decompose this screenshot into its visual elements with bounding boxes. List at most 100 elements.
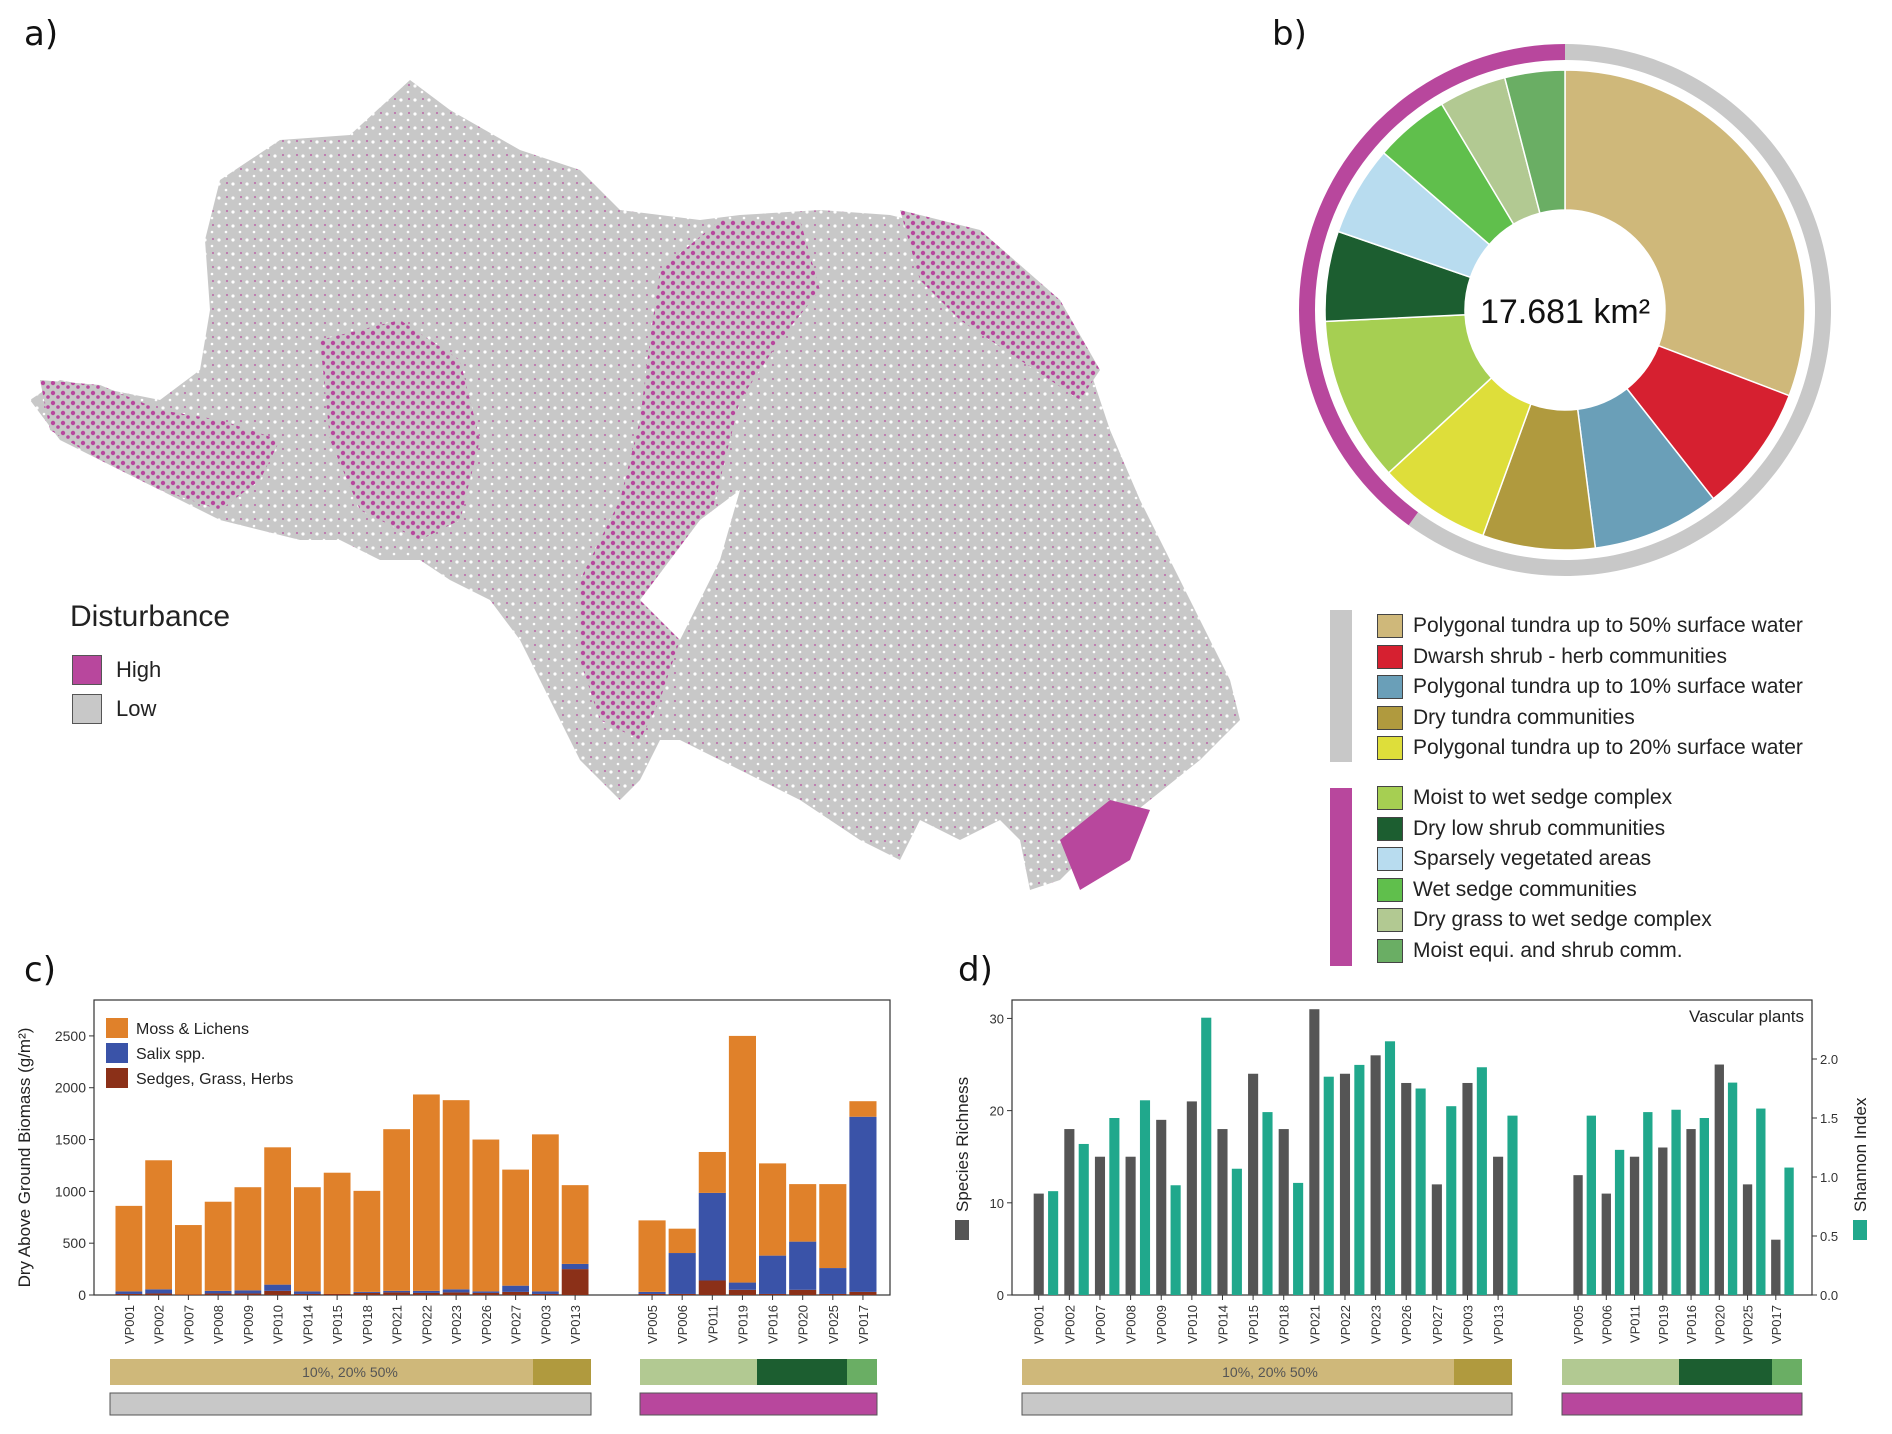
biomass-bar-segment <box>668 1293 696 1295</box>
shannon-bar <box>1671 1109 1681 1295</box>
richness-bar <box>1493 1156 1504 1295</box>
x-tick-label: VP021 <box>1307 1305 1322 1344</box>
biomass-bar-segment <box>561 1263 589 1270</box>
biomass-legend-swatch <box>106 1043 128 1063</box>
richness-bar <box>1771 1239 1781 1295</box>
y2-tick-label: 1.5 <box>1820 1111 1838 1126</box>
x-tick-label: VP018 <box>1277 1305 1292 1344</box>
biomass-bar-segment <box>759 1255 787 1294</box>
shannon-bar <box>1262 1112 1273 1295</box>
donut-legend-label: Polygonal tundra up to 50% surface water <box>1413 614 1803 637</box>
x-tick-label: VP003 <box>1460 1305 1475 1344</box>
legend-swatch <box>1377 938 1403 963</box>
biomass-bar-segment <box>849 1291 877 1295</box>
biomass-bar-segment <box>412 1290 440 1293</box>
x-tick-label: VP013 <box>568 1305 583 1344</box>
biomass-bar-segment <box>145 1289 173 1294</box>
shannon-bar <box>1201 1017 1212 1295</box>
shannon-bar <box>1614 1149 1625 1295</box>
biomass-bar-segment <box>561 1269 589 1295</box>
x-tick-label: VP022 <box>1338 1305 1353 1344</box>
panel-label-d: d) <box>958 950 993 990</box>
x-tick-label: VP018 <box>360 1305 375 1344</box>
legend-swatch <box>1377 675 1403 699</box>
biomass-bar-segment <box>789 1241 817 1290</box>
shannon-y-label: Shannon Index <box>1851 1097 1870 1212</box>
x-tick-label: VP011 <box>1628 1305 1643 1343</box>
y-tick-label: 1500 <box>55 1132 86 1148</box>
map-legend-title: Disturbance <box>70 600 231 633</box>
richness-bar <box>1156 1119 1167 1295</box>
band-high <box>1561 1392 1803 1416</box>
biomass-bar-segment <box>353 1190 381 1292</box>
x-tick-label: VP009 <box>1154 1305 1169 1344</box>
shannon-bar <box>1170 1185 1181 1295</box>
richness-bar <box>1714 1064 1724 1295</box>
biomass-bar-segment <box>353 1292 381 1295</box>
biomass-bar-segment <box>561 1185 589 1264</box>
biomass-bar-segment <box>234 1187 262 1291</box>
biomass-bar-segment <box>789 1289 817 1295</box>
biomass-bar-segment <box>293 1291 321 1294</box>
richness-bar <box>1686 1129 1696 1295</box>
map-legend-high-label: High <box>116 657 162 682</box>
biomass-chart: 0 500 1000 1500 2000 2500 Dry Above Ground Bio… <box>15 999 891 1416</box>
legend-swatch <box>1377 736 1403 760</box>
x-tick-label: VP016 <box>766 1305 781 1344</box>
x-tick-label: VP017 <box>1769 1305 1784 1344</box>
biomass-bar-segment <box>204 1201 232 1291</box>
biomass-bar-segment <box>502 1291 530 1295</box>
donut-center-label: 17.681 km² <box>1480 293 1650 331</box>
donut-legend-label: Moist to wet sedge complex <box>1413 786 1673 809</box>
x-tick-label: VP014 <box>300 1305 315 1344</box>
biomass-bar-segment <box>728 1035 756 1283</box>
richness-bar <box>1094 1156 1106 1295</box>
richness-bar <box>1033 1193 1044 1295</box>
x-tick-label: VP001 <box>1032 1305 1047 1344</box>
donut-legend-item: Polygonal tundra up to 50% surface water <box>1377 612 1803 640</box>
map-legend-low-label: Low <box>116 696 157 721</box>
biomass-y-label: Dry Above Ground Biomass (g/m²) <box>15 1028 34 1288</box>
band-moist-equi <box>1772 1359 1802 1385</box>
x-tick-label: VP011 <box>705 1305 720 1343</box>
biomass-legend-label: Salix spp. <box>136 1046 205 1063</box>
biomass-bar-segment <box>115 1293 143 1295</box>
y-tick-label: 1000 <box>55 1183 86 1199</box>
low-group-bar <box>1330 610 1352 762</box>
donut-legend-item: Dry low shrub communities <box>1377 815 1665 843</box>
legend-swatch <box>1377 847 1403 871</box>
donut-legend-item: Wet sedge communities <box>1377 876 1637 904</box>
x-tick-label: VP020 <box>796 1305 811 1344</box>
donut-legend-label: Polygonal tundra up to 10% surface water <box>1413 675 1803 698</box>
y-tick-label: 10 <box>990 1196 1004 1211</box>
biomass-legend-swatch <box>106 1068 128 1088</box>
y-tick-label: 2500 <box>55 1028 86 1044</box>
disturbance-map <box>30 80 1240 890</box>
y-tick-label: 0 <box>78 1287 86 1303</box>
biomass-bar-segment <box>442 1100 470 1290</box>
donut-legend-item: Sparsely vegetated areas <box>1377 845 1651 873</box>
shannon-bar <box>1078 1143 1089 1295</box>
x-tick-label: VP003 <box>538 1305 553 1344</box>
biomass-bar-segment <box>638 1220 666 1292</box>
biomass-bar-segment <box>819 1268 847 1294</box>
x-tick-label: VP007 <box>1093 1305 1108 1344</box>
y2-tick-label: 0.0 <box>1820 1288 1838 1303</box>
low-swatch <box>72 694 102 724</box>
panel-label-c: c) <box>24 950 56 990</box>
x-tick-label: VP027 <box>509 1305 524 1344</box>
biomass-legend-swatch <box>106 1018 128 1038</box>
biomass-bar-segment <box>472 1139 500 1292</box>
shannon-axis-swatch <box>1853 1220 1867 1240</box>
x-tick-label: VP001 <box>122 1305 137 1344</box>
y-tick-label: 20 <box>990 1104 1004 1119</box>
biomass-bar-segment <box>145 1293 173 1295</box>
biomass-legend-label: Moss & Lichens <box>136 1021 249 1038</box>
biomass-bar-segment <box>383 1292 411 1295</box>
biomass-bar-segment <box>353 1291 381 1293</box>
shannon-bar <box>1643 1112 1653 1295</box>
band-low <box>1021 1392 1513 1416</box>
biomass-bar-segment <box>383 1290 411 1293</box>
biomass-bar-segment <box>668 1253 696 1294</box>
x-tick-label: VP023 <box>1369 1305 1384 1344</box>
